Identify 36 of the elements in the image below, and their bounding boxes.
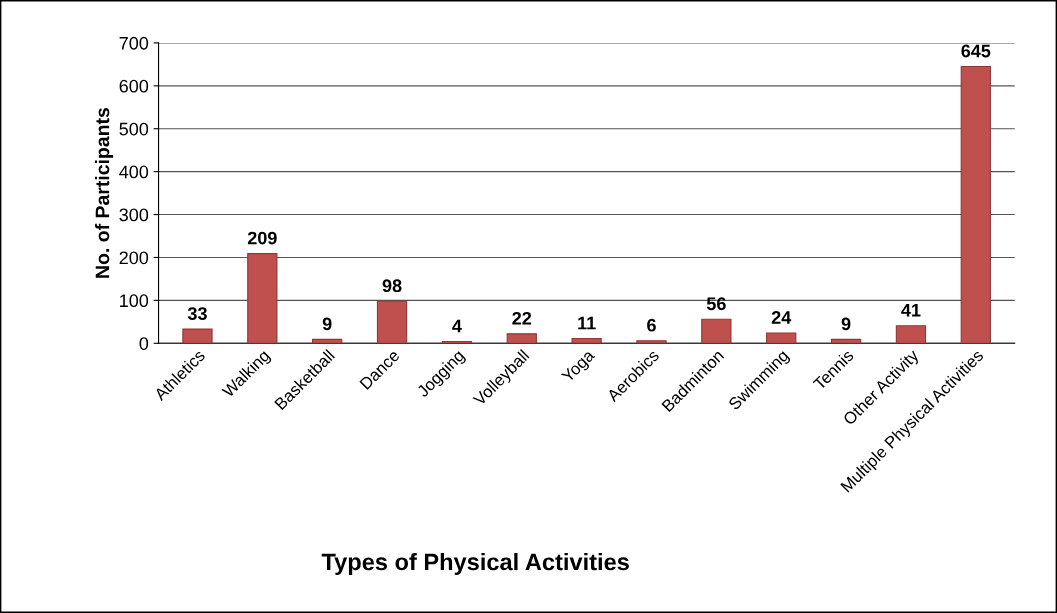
data-label: 41 xyxy=(901,303,921,317)
y-axis-title: No. of Participants xyxy=(95,108,114,278)
bar xyxy=(376,300,408,344)
x-axis-title: Types of Physical Activities xyxy=(321,552,629,575)
bar xyxy=(247,253,278,344)
data-label: 22 xyxy=(512,311,532,325)
y-tick-label: 300 xyxy=(119,208,149,222)
y-tick-label: 500 xyxy=(119,122,149,136)
x-tick-label: Yoga xyxy=(560,348,598,386)
data-label: 98 xyxy=(382,279,402,293)
bar xyxy=(960,65,991,344)
bar xyxy=(182,328,213,344)
y-tick-label: 100 xyxy=(120,294,149,308)
data-label: 56 xyxy=(706,297,726,311)
bar xyxy=(506,333,537,344)
bar xyxy=(766,332,797,344)
y-tick-label: 0 xyxy=(139,337,149,350)
data-label: 9 xyxy=(841,317,851,331)
data-label: 24 xyxy=(771,311,792,324)
data-label: 11 xyxy=(578,316,596,330)
bar xyxy=(636,340,667,344)
bar xyxy=(701,318,732,344)
y-tick-label: 200 xyxy=(119,251,149,265)
data-label: 33 xyxy=(187,307,207,321)
data-label: 209 xyxy=(247,231,277,245)
bar xyxy=(312,338,343,344)
y-tick-label: 600 xyxy=(119,79,149,93)
y-tick-label: 400 xyxy=(119,165,149,179)
data-label: 4 xyxy=(452,319,462,333)
bar xyxy=(895,325,927,344)
y-tick-label: 700 xyxy=(119,36,149,50)
bar xyxy=(571,338,602,344)
data-label: 645 xyxy=(961,44,991,58)
data-label: 9 xyxy=(322,317,332,331)
data-label: 6 xyxy=(647,318,656,332)
bar xyxy=(830,338,862,344)
